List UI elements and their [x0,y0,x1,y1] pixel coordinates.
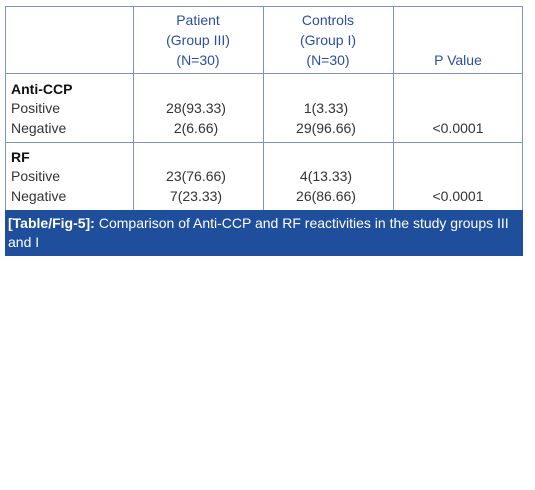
row-label: Negative [11,188,67,204]
caption-text: Comparison of Anti-CCP and RF reactiviti… [8,215,509,250]
cell: 1(3.33) [303,100,349,116]
caption-label: [Table/Fig-5]: [8,215,95,231]
row-label: Negative [11,120,67,136]
header: (Group I) [299,32,357,48]
cell: 29(96.66) [296,120,356,136]
rule [5,6,523,7]
row-label: Positive [11,100,61,116]
cell: 2(6.66) [173,120,219,136]
rule [5,142,523,143]
header: (N=30) [176,52,220,68]
header: P Value [434,52,482,68]
row-label: Positive [11,168,61,184]
header: Controls [301,12,355,28]
header: (Group III) [166,32,230,48]
header: Patient [176,12,220,28]
group-title: RF [11,149,30,165]
header: (N=30) [306,52,350,68]
caption: [Table/Fig-5]: Comparison of Anti-CCP and… [5,210,523,256]
rule [393,6,394,210]
group-title: Anti-CCP [11,81,73,97]
rule [133,6,134,210]
rule [5,73,523,74]
cell: 7(23.33) [169,188,223,204]
rule [263,6,264,210]
p-value: <0.0001 [432,188,484,204]
cell: 4(13.33) [299,168,353,184]
p-value: <0.0001 [432,120,484,136]
cell: 23(76.66) [166,168,226,184]
cell: 28(93.33) [166,100,226,116]
rule [522,6,523,210]
rule [5,6,6,210]
cell: 26(86.66) [296,188,356,204]
